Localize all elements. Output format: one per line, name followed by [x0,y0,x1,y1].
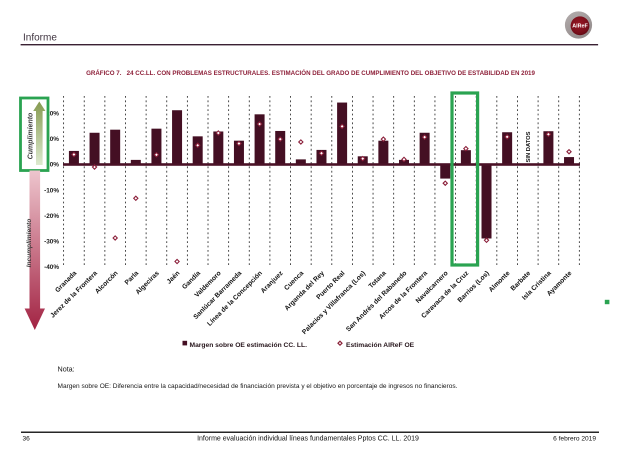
svg-text:Margen sobre OE: Diferencia en: Margen sobre OE: Diferencia entre la cap… [58,383,458,390]
svg-text:20%: 20% [46,111,59,118]
svg-text:Informe: Informe [23,33,57,44]
svg-text:Estimación AIReF OE: Estimación AIReF OE [346,342,415,349]
svg-text:10%: 10% [46,136,59,143]
svg-text:36: 36 [23,436,31,443]
svg-text:-30%: -30% [44,239,59,246]
svg-text:-40%: -40% [44,264,59,271]
svg-text:0%: 0% [50,162,60,169]
svg-text:Cumplimiento: Cumplimiento [27,112,34,159]
svg-text:6 febrero 2019: 6 febrero 2019 [553,436,596,443]
svg-text:Margen sobre OE estimación CC.: Margen sobre OE estimación CC. LL. [190,342,308,349]
svg-text:SIN DATOS: SIN DATOS [526,131,532,162]
svg-text:-20%: -20% [44,213,59,220]
svg-text:Incumplimiento: Incumplimiento [26,219,33,268]
svg-text:-10%: -10% [44,187,59,194]
svg-text:GRÁFICO 7. 24 CC.LL. CON PRO: GRÁFICO 7. 24 CC.LL. CON PROBLEMAS ESTRU… [86,69,535,77]
svg-text:Nota:: Nota: [58,365,75,374]
svg-text:AIReF: AIReF [572,24,588,30]
svg-text:Informe evaluación individual: Informe evaluación individual líneas fun… [197,436,419,443]
